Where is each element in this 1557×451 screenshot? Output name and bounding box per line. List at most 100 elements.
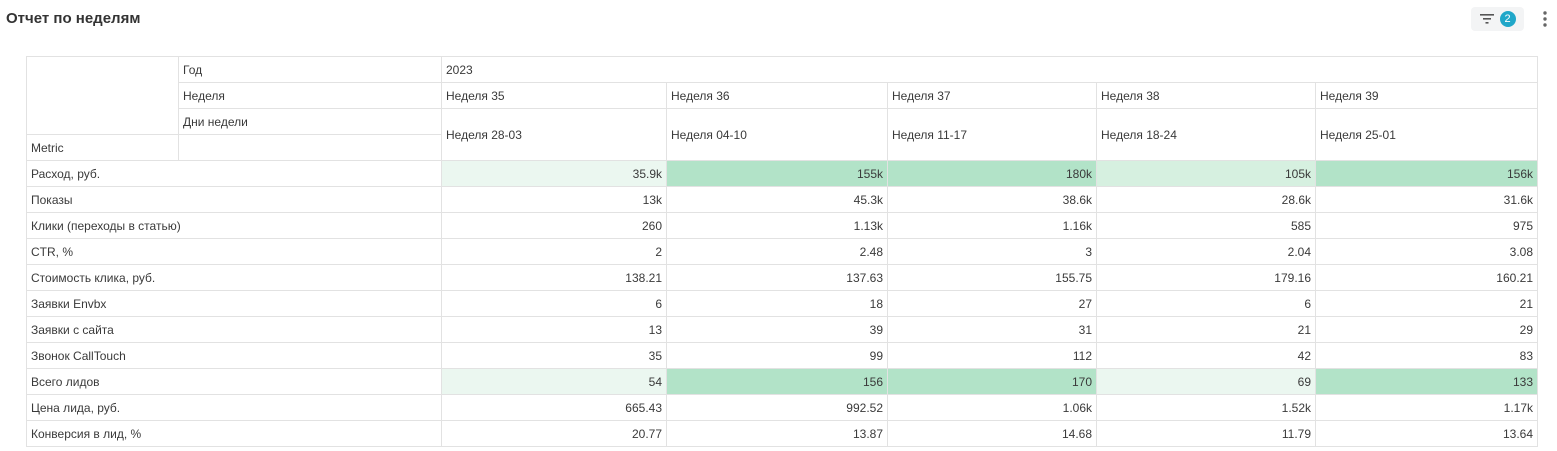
value-cell: 13.64 xyxy=(1315,420,1538,447)
value-cell: 665.43 xyxy=(441,394,667,421)
metric-label: CTR, % xyxy=(26,238,442,265)
metric-label: Цена лида, руб. xyxy=(26,394,442,421)
value-cell: 3.08 xyxy=(1315,238,1538,265)
week-header: Неделя 36 xyxy=(666,82,888,109)
value-cell: 29 xyxy=(1315,316,1538,343)
value-cell: 156k xyxy=(1315,160,1538,187)
row-header-week: Неделя xyxy=(178,82,442,109)
value-cell: 1.06k xyxy=(887,394,1097,421)
value-cell: 180k xyxy=(887,160,1097,187)
value-cell: 6 xyxy=(441,290,667,317)
metric-label: Стоимость клика, руб. xyxy=(26,264,442,291)
days-header: Неделя 25-01 xyxy=(1315,108,1538,161)
table-row: Клики (переходы в статью) 260 1.13k 1.16… xyxy=(26,212,1538,239)
value-cell: 170 xyxy=(887,368,1097,395)
table-row: Конверсия в лид, % 20.77 13.87 14.68 11.… xyxy=(26,420,1538,447)
table-row: Стоимость клика, руб. 138.21 137.63 155.… xyxy=(26,264,1538,291)
metric-label: Расход, руб. xyxy=(26,160,442,187)
value-cell: 18 xyxy=(666,290,888,317)
row-header-year: Год xyxy=(178,56,442,83)
metric-label: Показы xyxy=(26,186,442,213)
page-title: Отчет по неделям xyxy=(6,10,141,27)
value-cell: 27 xyxy=(887,290,1097,317)
value-cell: 83 xyxy=(1315,342,1538,369)
value-cell: 42 xyxy=(1096,342,1316,369)
value-cell: 99 xyxy=(666,342,888,369)
value-cell: 54 xyxy=(441,368,667,395)
value-cell: 1.17k xyxy=(1315,394,1538,421)
value-cell: 14.68 xyxy=(887,420,1097,447)
value-cell: 2 xyxy=(441,238,667,265)
value-cell: 13k xyxy=(441,186,667,213)
week-header: Неделя 37 xyxy=(887,82,1097,109)
value-cell: 1.16k xyxy=(887,212,1097,239)
table-row: Цена лида, руб. 665.43 992.52 1.06k 1.52… xyxy=(26,394,1538,421)
value-cell: 39 xyxy=(666,316,888,343)
corner-cell xyxy=(26,56,179,135)
metric-label: Клики (переходы в статью) xyxy=(26,212,442,239)
metric-header-spacer xyxy=(178,134,442,161)
value-cell: 28.6k xyxy=(1096,186,1316,213)
value-cell: 35 xyxy=(441,342,667,369)
value-cell: 31 xyxy=(887,316,1097,343)
row-header-days: Дни недели xyxy=(178,108,442,135)
value-cell: 105k xyxy=(1096,160,1316,187)
value-cell: 137.63 xyxy=(666,264,888,291)
metric-header: Metric xyxy=(26,134,179,161)
value-cell: 585 xyxy=(1096,212,1316,239)
value-cell: 112 xyxy=(887,342,1097,369)
metric-label: Конверсия в лид, % xyxy=(26,420,442,447)
table-row: Показы 13k 45.3k 38.6k 28.6k 31.6k xyxy=(26,186,1538,213)
value-cell: 13.87 xyxy=(666,420,888,447)
filter-icon xyxy=(1479,14,1494,24)
metric-label: Заявки с сайта xyxy=(26,316,442,343)
value-cell: 20.77 xyxy=(441,420,667,447)
value-cell: 156 xyxy=(666,368,888,395)
days-header: Неделя 04-10 xyxy=(666,108,888,161)
week-header: Неделя 35 xyxy=(441,82,667,109)
value-cell: 160.21 xyxy=(1315,264,1538,291)
value-cell: 35.9k xyxy=(441,160,667,187)
value-cell: 133 xyxy=(1315,368,1538,395)
value-cell: 21 xyxy=(1315,290,1538,317)
value-cell: 21 xyxy=(1096,316,1316,343)
value-cell: 1.52k xyxy=(1096,394,1316,421)
value-cell: 155k xyxy=(666,160,888,187)
value-cell: 3 xyxy=(887,238,1097,265)
table-row: Всего лидов 54 156 170 69 133 xyxy=(26,368,1538,395)
value-cell: 179.16 xyxy=(1096,264,1316,291)
value-cell: 1.13k xyxy=(666,212,888,239)
value-cell: 38.6k xyxy=(887,186,1097,213)
days-header: Неделя 28-03 xyxy=(441,108,667,161)
value-cell: 69 xyxy=(1096,368,1316,395)
value-cell: 13 xyxy=(441,316,667,343)
filter-button[interactable]: 2 xyxy=(1471,7,1524,31)
table-row: Расход, руб. 35.9k 155k 180k 105k 156k xyxy=(26,160,1538,187)
value-cell: 2.04 xyxy=(1096,238,1316,265)
value-cell: 975 xyxy=(1315,212,1538,239)
days-header: Неделя 18-24 xyxy=(1096,108,1316,161)
table-row: CTR, % 2 2.48 3 2.04 3.08 xyxy=(26,238,1538,265)
value-cell: 6 xyxy=(1096,290,1316,317)
value-cell: 11.79 xyxy=(1096,420,1316,447)
value-cell: 155.75 xyxy=(887,264,1097,291)
table-row: Заявки Envbx 6 18 27 6 21 xyxy=(26,290,1538,317)
metric-label: Звонок CallTouch xyxy=(26,342,442,369)
week-header: Неделя 38 xyxy=(1096,82,1316,109)
kebab-menu-icon xyxy=(1543,11,1547,27)
table-row: Звонок CallTouch 35 99 112 42 83 xyxy=(26,342,1538,369)
days-header: Неделя 11-17 xyxy=(887,108,1097,161)
year-cell: 2023 xyxy=(441,56,1538,83)
more-options-button[interactable] xyxy=(1538,9,1552,29)
table-row: Заявки с сайта 13 39 31 21 29 xyxy=(26,316,1538,343)
value-cell: 138.21 xyxy=(441,264,667,291)
filter-count-badge: 2 xyxy=(1499,11,1516,27)
week-header: Неделя 39 xyxy=(1315,82,1538,109)
value-cell: 260 xyxy=(441,212,667,239)
value-cell: 45.3k xyxy=(666,186,888,213)
value-cell: 2.48 xyxy=(666,238,888,265)
metric-label: Заявки Envbx xyxy=(26,290,442,317)
metric-label: Всего лидов xyxy=(26,368,442,395)
value-cell: 992.52 xyxy=(666,394,888,421)
value-cell: 31.6k xyxy=(1315,186,1538,213)
